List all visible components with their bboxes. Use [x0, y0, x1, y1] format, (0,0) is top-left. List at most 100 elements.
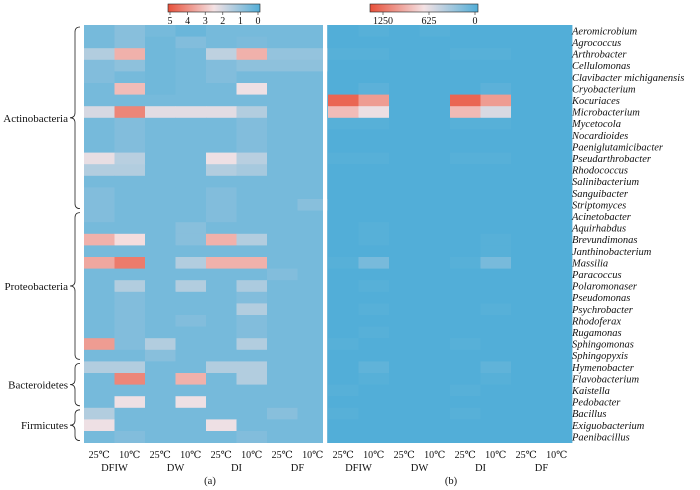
heatmap-cell — [236, 419, 268, 432]
heatmap-cell — [419, 152, 451, 165]
heatmap-cell — [175, 164, 207, 177]
heatmap-cell — [541, 48, 573, 61]
heatmap-cell — [236, 48, 268, 61]
heatmap-cell — [450, 187, 481, 200]
heatmap-cell — [541, 36, 573, 49]
heatmap-cell — [114, 71, 146, 84]
panel-divider — [323, 25, 327, 443]
heatmap-cell — [236, 199, 268, 211]
heatmap-cell — [419, 291, 451, 304]
heatmap-cell — [419, 245, 451, 258]
heatmap-cell — [114, 94, 146, 107]
heatmap-cell — [175, 48, 207, 61]
heatmap-cell — [419, 373, 451, 385]
heatmap-cell — [267, 210, 298, 223]
genus-label: Aquirhabdus — [571, 224, 626, 235]
heatmap-cell — [145, 199, 176, 211]
heatmap-cell — [389, 349, 420, 362]
heatmap-cell — [450, 349, 481, 362]
heatmap-cell — [145, 268, 176, 281]
heatmap-cell — [450, 291, 481, 304]
heatmap-cell — [328, 431, 359, 443]
heatmap-cell — [267, 48, 298, 61]
heatmap-cell — [206, 222, 237, 235]
heatmap-cell — [206, 373, 237, 385]
heatmap-cell — [480, 164, 512, 177]
heatmap-cell — [236, 222, 268, 235]
heatmap-cell — [145, 373, 176, 385]
heatmap-cell — [145, 396, 176, 409]
heatmap-cell — [541, 129, 573, 142]
heatmap-cell — [175, 83, 207, 95]
heatmap-cell — [114, 152, 146, 165]
heatmap-cell — [114, 396, 146, 409]
heatmap-cell — [267, 280, 298, 293]
heatmap-cell — [389, 83, 420, 95]
heatmap-cell — [175, 257, 207, 269]
heatmap-cell — [84, 152, 115, 165]
heatmap-cell — [206, 431, 237, 443]
heatmap-cell — [175, 326, 207, 339]
heatmap-cell — [389, 152, 420, 165]
heatmap-cell — [114, 141, 146, 153]
heatmap-cell — [541, 349, 573, 362]
heatmap-cell — [114, 36, 146, 49]
genus-label: Brevundimonas — [572, 235, 638, 246]
heatmap-cell — [267, 129, 298, 142]
heatmap-cell — [114, 199, 146, 211]
heatmap-cell — [328, 280, 359, 293]
heatmap-cell — [450, 106, 481, 119]
heatmap-cell — [267, 175, 298, 188]
heatmap-cell — [236, 349, 268, 362]
phylum-labels: Actinobacteria Proteobacteria Bacteroidete… — [3, 26, 81, 441]
heatmap-cell — [145, 83, 176, 95]
heatmap-cell — [267, 245, 298, 258]
heatmap-cell — [419, 349, 451, 362]
heatmap-cell — [84, 25, 115, 37]
heatmap-cell — [419, 384, 451, 397]
heatmap-cell — [267, 106, 298, 119]
heatmap-cell — [206, 268, 237, 281]
heatmap-cell — [480, 419, 512, 432]
heatmap-cell — [389, 373, 420, 385]
heatmap-cell — [297, 384, 329, 397]
genus-label: Aeromicrobium — [571, 26, 638, 37]
heatmap-cell — [450, 326, 481, 339]
heatmap-cell — [206, 419, 237, 432]
heatmap-cell — [145, 175, 176, 188]
heatmap-cell — [145, 71, 176, 84]
heatmap-cell — [145, 384, 176, 397]
phylum-brace — [69, 26, 81, 209]
heatmap-cell — [480, 291, 512, 304]
column-tick-label: 10℃ — [302, 450, 323, 461]
heatmap-cell — [267, 291, 298, 304]
heatmap-cell — [297, 141, 329, 153]
genus-label: Arthrobacter — [571, 50, 627, 61]
heatmap-cell — [541, 407, 573, 420]
heatmap-cell — [389, 326, 420, 339]
colorbar-a: 5 4 3 2 1 0 — [168, 3, 261, 27]
genus-label: Sanguibacter — [572, 189, 629, 200]
heatmap-cell — [145, 338, 176, 351]
heatmap-cell — [389, 431, 420, 443]
heatmap-cell — [511, 210, 542, 223]
heatmap-cell — [389, 117, 420, 130]
heatmap-cell — [358, 419, 390, 432]
heatmap-cell — [236, 315, 268, 327]
heatmap-cell — [419, 83, 451, 95]
heatmap-cell — [541, 431, 573, 443]
heatmap-cell — [236, 291, 268, 304]
heatmap-cell — [328, 373, 359, 385]
heatmap-cell — [206, 245, 237, 258]
heatmap-cell — [419, 210, 451, 223]
heatmap-cell — [206, 291, 237, 304]
genus-label: Kocuriaces — [571, 96, 620, 107]
genus-label: Clavibacter michiganensis — [572, 73, 684, 84]
heatmap-cell — [450, 303, 481, 316]
heatmap-cell — [480, 326, 512, 339]
heatmap-cell — [511, 338, 542, 351]
heatmap-cell — [450, 129, 481, 142]
heatmap-cell — [114, 129, 146, 142]
heatmap-cell — [541, 384, 573, 397]
heatmap-cell — [450, 233, 481, 246]
